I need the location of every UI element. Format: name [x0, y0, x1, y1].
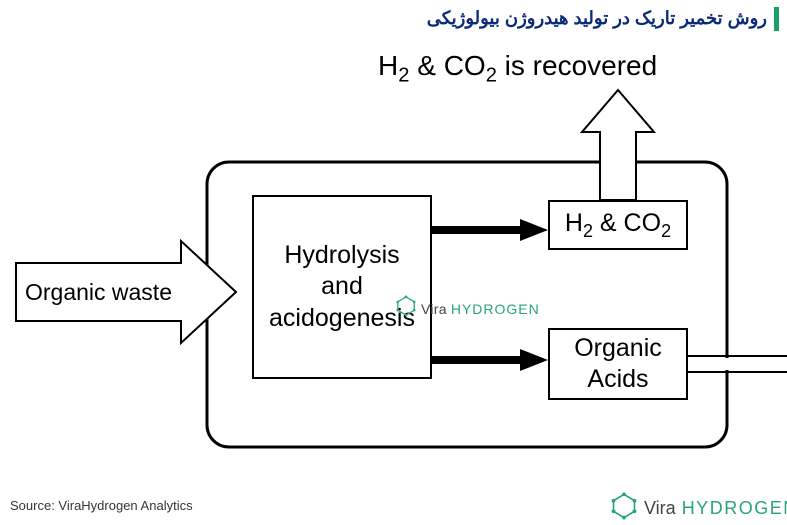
acids-node: Organic Acids	[548, 328, 688, 400]
arrow-process-to-gas	[432, 219, 548, 241]
page-title: روش تخمیر تاریک در تولید هیدروژن بیولوژی…	[427, 8, 767, 29]
diagram-canvas: H2 & CO2 is recovered Organic waste Hydr…	[0, 40, 787, 470]
watermark-brand1: Vira	[421, 301, 447, 317]
process-node: Hydrolysis and acidogenesis	[252, 195, 432, 379]
input-node: Organic waste	[16, 263, 181, 321]
hexagon-icon	[395, 295, 417, 322]
page-root: روش تخمیر تاریک در تولید هیدروژن بیولوژی…	[0, 0, 787, 524]
footer-brand: Vira HYDROGEN	[610, 492, 787, 525]
acids-label: Organic Acids	[574, 333, 662, 396]
title-bar: روش تخمیر تاریک در تولید هیدروژن بیولوژی…	[8, 5, 779, 33]
source-text: Source: ViraHydrogen Analytics	[10, 498, 193, 513]
gas-label: H2 & CO2	[565, 208, 671, 243]
footer-brand1: Vira	[644, 498, 676, 519]
process-label-l1: Hydrolysis	[284, 241, 399, 269]
line-acids-out	[688, 356, 787, 372]
arrow-process-to-acids	[432, 349, 548, 371]
arrow-gas-up	[582, 90, 654, 200]
acids-label-l2: Acids	[587, 365, 648, 393]
footer-brand2: HYDROGEN	[682, 498, 787, 519]
hexagon-icon	[610, 492, 638, 525]
watermark-center: ViraHYDROGEN	[395, 295, 540, 322]
title-accent	[774, 7, 779, 31]
watermark-brand2: HYDROGEN	[451, 301, 540, 317]
process-label-l3: acidogenesis	[269, 304, 415, 332]
gas-node: H2 & CO2	[548, 200, 688, 250]
process-label: Hydrolysis and acidogenesis	[269, 240, 415, 334]
recovered-label: H2 & CO2 is recovered	[378, 50, 657, 88]
acids-label-l1: Organic	[574, 334, 662, 362]
process-label-l2: and	[321, 272, 363, 300]
input-label: Organic waste	[25, 278, 172, 307]
